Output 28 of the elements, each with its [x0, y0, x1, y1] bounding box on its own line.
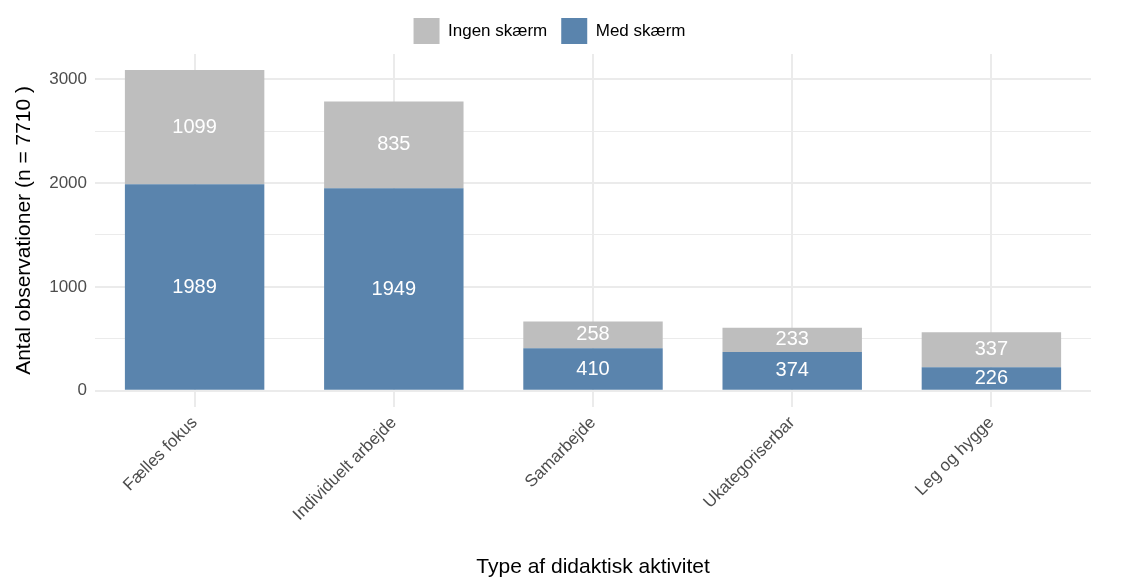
y-tick-label: 0	[77, 380, 88, 400]
bar	[324, 101, 464, 189]
data-label: 226	[974, 366, 1009, 389]
bar	[523, 321, 663, 349]
bar	[523, 348, 663, 390]
y-tick-label: 1000	[49, 276, 88, 296]
data-label: 835	[377, 132, 411, 155]
bar	[124, 70, 265, 185]
y-axis-title: Antal observationer (n = 7710 )	[11, 85, 35, 375]
bar	[722, 351, 862, 390]
data-label: 1949	[371, 276, 417, 299]
data-label: 337	[974, 337, 1009, 360]
data-label: 374	[775, 358, 809, 381]
data-label: 1989	[172, 274, 217, 297]
bar	[921, 367, 1062, 390]
x-axis-title: Type af didaktisk aktivitet	[476, 554, 710, 578]
bar	[921, 332, 1062, 368]
legend-label: Ingen skærm	[448, 20, 548, 40]
legend-label: Med skærm	[595, 20, 686, 40]
data-label: 410	[576, 356, 610, 379]
bar	[324, 188, 464, 390]
data-label: 1099	[172, 114, 217, 137]
y-tick-label: 2000	[49, 172, 88, 192]
data-label: 258	[576, 322, 610, 345]
bar	[722, 327, 862, 352]
data-label: 233	[775, 327, 809, 350]
bar	[124, 184, 265, 390]
y-tick-label: 3000	[49, 68, 88, 88]
